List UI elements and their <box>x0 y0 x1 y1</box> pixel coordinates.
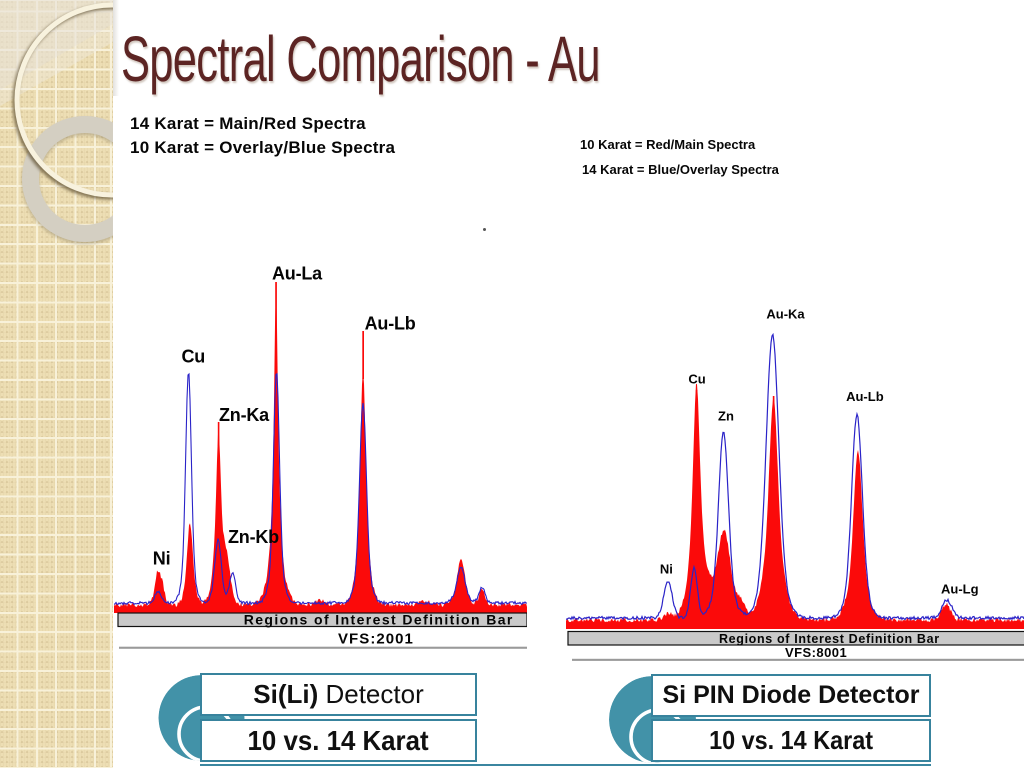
svg-text:Ni: Ni <box>153 548 171 568</box>
svg-text:Cu: Cu <box>182 347 206 367</box>
svg-text:Au-Lb: Au-Lb <box>846 389 884 404</box>
svg-text:Au-La: Au-La <box>272 263 323 283</box>
svg-text:Ni: Ni <box>660 561 673 576</box>
svg-text:Regions of Interest Definition: Regions of Interest Definition Bar <box>719 632 940 646</box>
svg-text:Regions of Interest Definition: Regions of Interest Definition Bar <box>244 612 514 628</box>
svg-text:Au-Lg: Au-Lg <box>941 582 979 597</box>
svg-text:VFS:2001: VFS:2001 <box>338 631 414 648</box>
svg-text:Au-Ka: Au-Ka <box>766 307 805 322</box>
svg-text:Zn-Ka: Zn-Ka <box>219 405 270 425</box>
svg-text:VFS:8001: VFS:8001 <box>785 645 847 660</box>
svg-text:Zn-Kb: Zn-Kb <box>228 527 279 547</box>
svg-text:Zn: Zn <box>718 409 734 424</box>
svg-text:Au-Lb: Au-Lb <box>365 314 416 334</box>
svg-text:Cu: Cu <box>688 371 705 386</box>
